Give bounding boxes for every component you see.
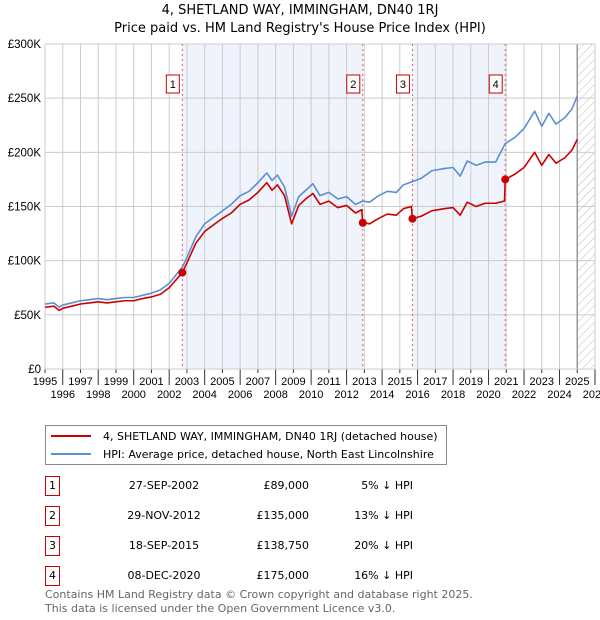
- transaction-row: 4 08-DEC-2020 £175,000 16% ↓ HPI: [45, 566, 465, 586]
- transaction-label: 2: [350, 79, 356, 91]
- y-tick-label: £200K: [8, 147, 42, 159]
- y-tick-label: £150K: [8, 202, 42, 214]
- y-tick-label: £0: [28, 364, 41, 376]
- transaction-label-box: [165, 74, 180, 94]
- x-tick-label: 2019: [459, 376, 483, 388]
- x-tick-label: 2024: [547, 389, 571, 401]
- transaction-label: 4: [493, 79, 499, 91]
- transaction-point: [178, 268, 187, 277]
- x-tick-label: 2007: [246, 376, 270, 388]
- property-price-line: [44, 138, 578, 312]
- chart-subtitle: Price paid vs. HM Land Registry's House …: [114, 21, 486, 36]
- transaction-label: 1: [170, 79, 176, 91]
- legend-label-property: 4, SHETLAND WAY, IMMINGHAM, DN40 1RJ (de…: [103, 429, 438, 443]
- y-tick-label: £100K: [8, 256, 42, 268]
- transaction-price: £89,000: [263, 479, 310, 492]
- legend-item-hpi: HPI: Average price, detached house, Nort…: [46, 446, 434, 462]
- footer-licence: This data is licensed under the Open Gov…: [45, 602, 396, 615]
- x-tick-label: 2011: [317, 376, 341, 388]
- transaction-point: [501, 175, 510, 184]
- transaction-price: £175,000: [256, 569, 310, 582]
- footer-copyright: Contains HM Land Registry data © Crown c…: [45, 588, 473, 601]
- x-tick-label: 2005: [210, 376, 234, 388]
- x-tick-label: 2002: [157, 389, 181, 401]
- transaction-hpi-diff: 5% ↓ HPI: [361, 479, 413, 492]
- transaction-number: 3: [45, 536, 60, 556]
- plot-border: [44, 43, 596, 370]
- x-tick-label: 2004: [192, 389, 216, 401]
- transaction-number: 4: [45, 566, 60, 586]
- transaction-number: 2: [45, 506, 60, 526]
- legend-swatch-hpi: [51, 453, 91, 455]
- x-tick-label: 1995: [33, 376, 57, 388]
- y-tick-label: £50K: [14, 310, 41, 322]
- hpi-line: [44, 95, 578, 309]
- x-tick-label: 2003: [175, 376, 199, 388]
- x-tick-label: 2016: [405, 389, 429, 401]
- x-tick-label: 2009: [281, 376, 305, 388]
- legend-label-hpi: HPI: Average price, detached house, Nort…: [103, 447, 434, 461]
- x-tick-label: 1999: [104, 376, 128, 388]
- transaction-label-box: [395, 74, 410, 94]
- x-tick-label: 1997: [68, 376, 92, 388]
- x-tick-label: 2017: [423, 376, 447, 388]
- x-tick-label: 2014: [370, 389, 394, 401]
- x-tick-label: 2015: [388, 376, 412, 388]
- x-tick-label: 2012: [334, 389, 358, 401]
- legend-item-property: 4, SHETLAND WAY, IMMINGHAM, DN40 1RJ (de…: [46, 428, 438, 444]
- chart-title: 4, SHETLAND WAY, IMMINGHAM, DN40 1RJ: [161, 3, 439, 18]
- transaction-row: 2 29-NOV-2012 £135,000 13% ↓ HPI: [45, 506, 465, 526]
- transaction-number: 1: [45, 476, 60, 496]
- transaction-date: 18-SEP-2015: [128, 539, 200, 552]
- transaction-hpi-diff: 20% ↓ HPI: [354, 539, 413, 552]
- transaction-point: [408, 214, 417, 223]
- x-tick-label: 2021: [494, 376, 518, 388]
- x-tick-label: 1998: [86, 389, 110, 401]
- x-tick-label: 2008: [263, 389, 287, 401]
- transaction-date: 29-NOV-2012: [127, 509, 201, 522]
- transaction-price: £135,000: [256, 509, 310, 522]
- y-tick-label: £300K: [8, 39, 42, 51]
- x-tick-label: 2025: [565, 376, 589, 388]
- transaction-label-box: [346, 74, 361, 94]
- transaction-date: 08-DEC-2020: [127, 569, 201, 582]
- footer: Contains HM Land Registry data © Crown c…: [45, 588, 473, 616]
- x-tick-label: 2010: [299, 389, 323, 401]
- transaction-row: 1 27-SEP-2002 £89,000 5% ↓ HPI: [45, 476, 465, 496]
- transaction-price: £138,750: [256, 539, 310, 552]
- transaction-date: 27-SEP-2002: [128, 479, 200, 492]
- x-tick-label: 2001: [139, 376, 163, 388]
- x-tick-label: 2013: [352, 376, 376, 388]
- x-tick-label: 1996: [50, 389, 74, 401]
- transaction-label: 3: [400, 79, 406, 91]
- x-tick-label: 2022: [512, 389, 536, 401]
- legend: 4, SHETLAND WAY, IMMINGHAM, DN40 1RJ (de…: [45, 425, 447, 465]
- x-tick-label: 2006: [228, 389, 252, 401]
- x-tick-label: 2020: [476, 389, 500, 401]
- x-tick-label: 2000: [121, 389, 145, 401]
- x-tick-label: 2018: [441, 389, 465, 401]
- transaction-row: 3 18-SEP-2015 £138,750 20% ↓ HPI: [45, 536, 465, 556]
- legend-swatch-property: [51, 435, 91, 437]
- price-chart: 1995199619971998199920002001200220032004…: [8, 39, 600, 401]
- transaction-hpi-diff: 16% ↓ HPI: [354, 569, 413, 582]
- transaction-hpi-diff: 13% ↓ HPI: [354, 509, 413, 522]
- transaction-point: [358, 218, 367, 227]
- x-tick-label: 2026: [583, 389, 600, 401]
- y-tick-label: £250K: [8, 93, 42, 105]
- x-tick-label: 2023: [530, 376, 554, 388]
- transaction-label-box: [488, 74, 503, 94]
